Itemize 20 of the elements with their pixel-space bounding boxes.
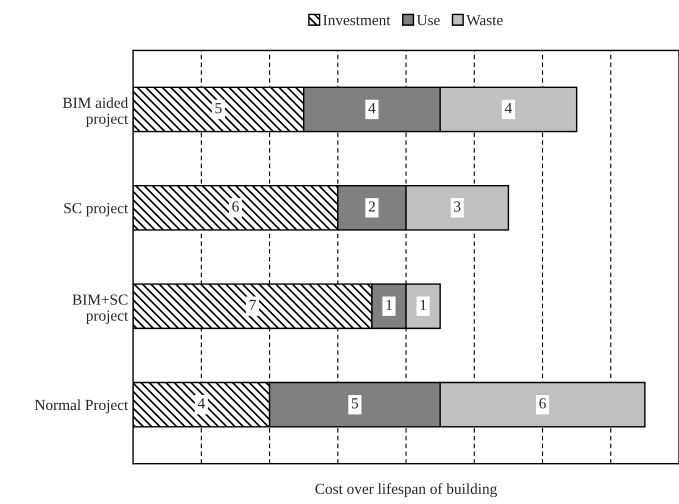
data-label: 5 <box>352 398 358 408</box>
data-label: 1 <box>386 300 392 310</box>
legend-label: Use <box>416 15 440 26</box>
data-label: 1 <box>420 300 426 310</box>
data-label: 6 <box>539 398 546 408</box>
y-tick-label: BIM aided project <box>62 97 128 128</box>
legend-label: Investment <box>323 15 390 26</box>
data-label: 5 <box>215 103 222 114</box>
data-label: 4 <box>504 103 512 114</box>
y-tick-label: SC project <box>64 203 128 216</box>
data-label: 4 <box>368 103 376 114</box>
x-axis-title: Cost over lifespan of building <box>315 483 497 498</box>
y-tick-label: Normal Project <box>34 399 128 414</box>
data-label: 2 <box>368 201 375 212</box>
data-label: 6 <box>232 201 239 212</box>
y-tick-label: BIM+SC project <box>72 294 128 324</box>
legend-label: Waste <box>466 15 503 26</box>
data-label: 4 <box>198 398 205 408</box>
data-label: 7 <box>250 300 256 310</box>
data-label: 3 <box>454 201 460 212</box>
